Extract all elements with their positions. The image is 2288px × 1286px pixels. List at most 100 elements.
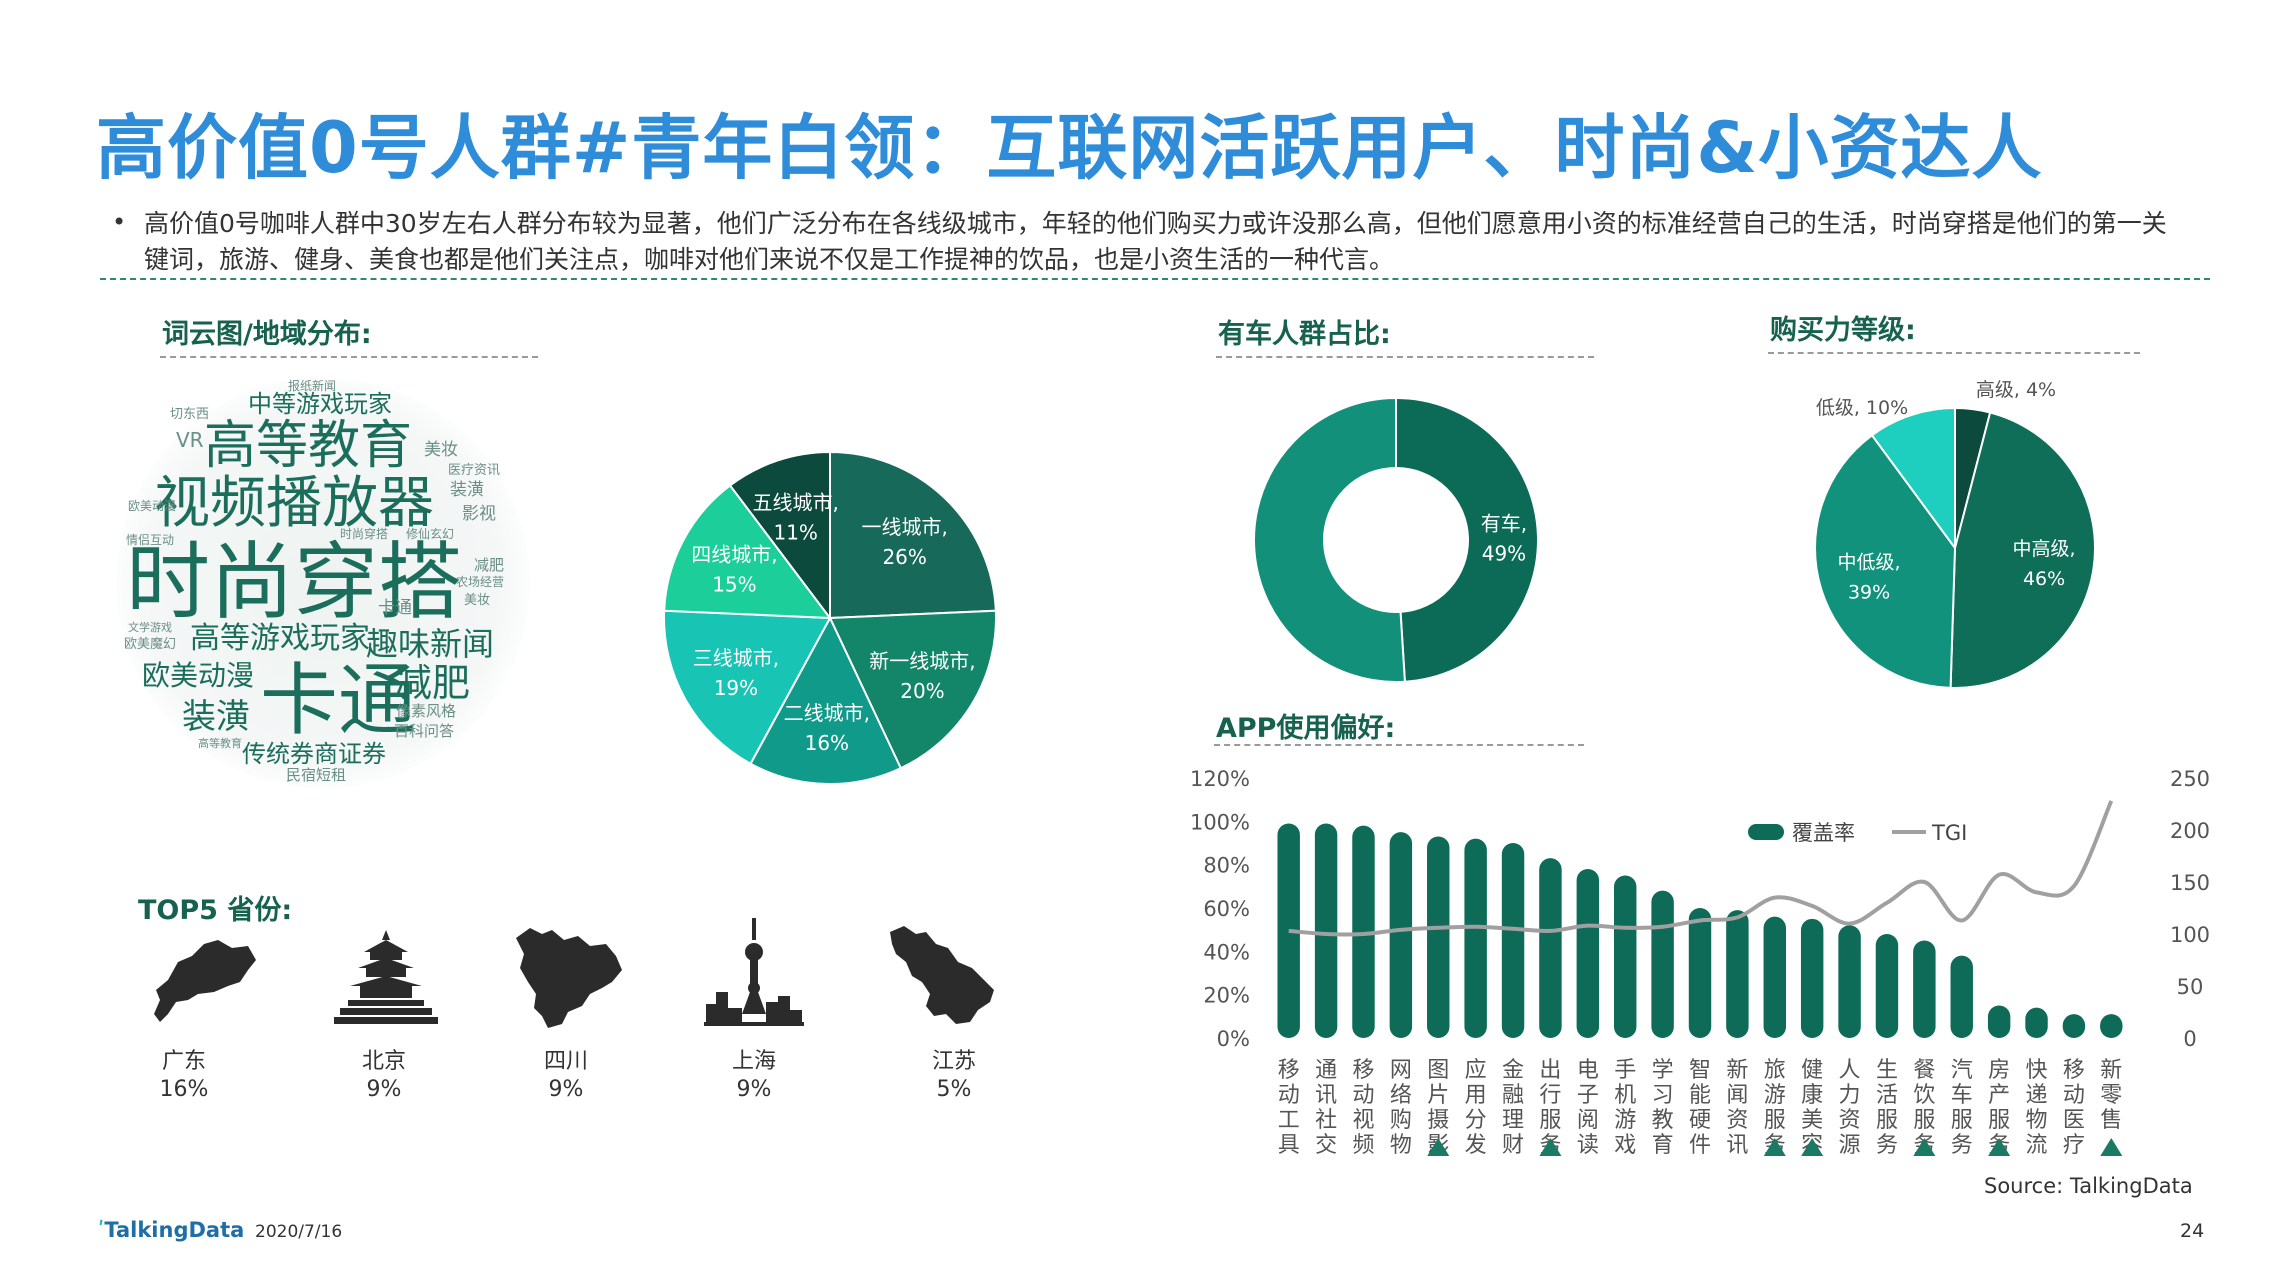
province-jiangsu: 江苏 5% (894, 1048, 1014, 1104)
x-tick-label: 生活服务 (1876, 1058, 1898, 1158)
logo-text: TalkingData (104, 1218, 245, 1242)
word-cloud-word: 像素风格 (396, 702, 457, 720)
highlight-triangle-icon (1913, 1138, 1936, 1156)
province-name: 上海 (731, 1049, 776, 1074)
section-app-underline (1214, 744, 1584, 746)
bar (1576, 869, 1600, 1038)
word-cloud-word: 医疗资讯 (448, 463, 501, 478)
x-tick-label: 学习教育 (1652, 1058, 1674, 1158)
legend-bar-label: 覆盖率 (1792, 821, 1855, 845)
province-beijing: 北京 9% (324, 1048, 444, 1104)
bar (1726, 910, 1749, 1038)
purchase-power-pie: 高级, 4% 中高级, 46% 中低级, 39% 低级, 10% (1814, 379, 2097, 689)
page-number: 24 (2180, 1220, 2205, 1242)
pie-label: 二线城市, (784, 701, 870, 725)
word-cloud-word: 美妆 (424, 440, 458, 460)
bar (1800, 918, 1824, 1038)
word-cloud-word: 高等教育 (198, 737, 242, 750)
y-left-tick-label: 40% (1203, 940, 1250, 964)
pie-value-label: 26% (882, 545, 926, 569)
y-right-tick-label: 100 (2170, 923, 2210, 947)
pie-slice (749, 615, 903, 785)
bar (1352, 825, 1375, 1038)
pie-label: 四线城市, (691, 543, 777, 567)
pie-slice (828, 609, 997, 770)
app-preference-chart: 0% 20% 40% 60% 80% 100% 120% 0 50 100 150 200 250 覆盖率… (1190, 767, 2210, 1158)
word-cloud-word: 传统券商证券 (242, 740, 386, 768)
word-cloud-word: 文学游戏 (128, 621, 172, 634)
x-tick-label: 智能硬件 (1689, 1058, 1711, 1158)
section-wordcloud-underline (160, 356, 538, 358)
guangdong-map-icon (154, 940, 256, 1022)
province-name: 广东 (161, 1049, 206, 1074)
bar (1763, 916, 1786, 1038)
province-name: 四川 (543, 1049, 588, 1074)
bar (1688, 908, 1712, 1038)
word-cloud-word: 减肥 (394, 661, 471, 705)
word-cloud-word: 欧美魔幻 (124, 637, 177, 652)
y-right-tick-label: 50 (2177, 975, 2204, 999)
y-left-tick-label: 80% (1203, 854, 1250, 878)
legend-bar-swatch (1748, 824, 1784, 840)
y-right-tick-label: 250 (2170, 767, 2210, 791)
x-tick-label: 移动视频 (1352, 1058, 1374, 1158)
word-cloud-word: 美妆 (464, 593, 491, 608)
x-tick-label: 新零售 (2100, 1058, 2122, 1133)
highlight-triangle-icon (1539, 1138, 1562, 1156)
bar (2062, 1014, 2086, 1038)
word-cloud-word: 中等游戏玩家 (248, 390, 392, 418)
highlight-triangle-icon (1427, 1138, 1450, 1156)
y-right-tick-label: 150 (2170, 871, 2210, 895)
word-cloud-word: 高等教育 (204, 416, 413, 476)
bar (1314, 823, 1338, 1038)
tgi-line (1288, 800, 2114, 937)
word-cloud-word: 情侣互动 (126, 533, 175, 547)
bar (1875, 934, 1899, 1038)
bar (1838, 925, 1861, 1038)
highlight-triangle-icon (2100, 1138, 2123, 1156)
pie-label: 低级, 10% (1816, 397, 1908, 419)
province-value: 9% (548, 1077, 584, 1102)
word-cloud-word: VR (176, 428, 204, 452)
logo-mark-icon: ʹ (98, 1218, 105, 1242)
page-title: 高价值0号人群#青年白领：互联网活跃用户、时尚&小资达人 (96, 107, 2043, 189)
pie-slice (728, 450, 831, 621)
car-ownership-donut-chart: 有车, 49% (1253, 396, 1540, 683)
word-cloud-word: 切东西 (170, 407, 210, 422)
bullet-dot-icon: • (112, 208, 127, 236)
pie-value-label: 20% (900, 679, 944, 703)
bar (1427, 836, 1450, 1038)
section-car-title: 有车人群占比: (1218, 319, 1391, 350)
bar (1539, 858, 1562, 1038)
bar (2100, 1014, 2123, 1038)
word-cloud-word: 影视 (462, 504, 496, 524)
y-left-tick-label: 20% (1203, 984, 1250, 1008)
pie-slice (1395, 396, 1540, 683)
province-value: 5% (936, 1077, 972, 1102)
word-cloud-word: 民宿短租 (286, 766, 347, 784)
pie-slice (1870, 406, 1956, 552)
bar (1913, 940, 1936, 1038)
city-tier-pie-chart: 一线城市, 26% 新一线城市, 20% 二线城市, 16% 三线城市, 19% 四线城市, 15… (663, 450, 997, 785)
pie-slice (829, 450, 997, 620)
word-cloud-word: 欧美动漫 (128, 499, 177, 513)
word-cloud-word: 趣味新闻 (366, 625, 495, 663)
summary-text: 高价值0号咖啡人群中30岁左右人群分布较为显著，他们广泛分布在各线级城市，年轻的… (108, 206, 2188, 278)
pie-label: 中低级, (1838, 552, 1901, 574)
summary-text-content: 高价值0号咖啡人群中30岁左右人群分布较为显著，他们广泛分布在各线级城市，年轻的… (144, 209, 2167, 274)
pie-slice (1814, 433, 1957, 689)
pie-label: 五线城市, (753, 491, 839, 515)
bar (1389, 832, 1413, 1038)
pie-value-label: 49% (1482, 542, 1526, 566)
x-tick-label: 移动工具 (1278, 1058, 1300, 1158)
pie-slice (663, 484, 833, 620)
temple-of-heaven-icon (334, 930, 438, 1024)
pie-label: 三线城市, (693, 646, 779, 670)
province-name: 江苏 (931, 1049, 976, 1074)
word-cloud-word: 高等游戏玩家 (190, 621, 370, 656)
bar (2025, 1007, 2048, 1038)
y-left-tick-label: 100% (1190, 810, 1250, 834)
x-tick-label: 快递物流 (2026, 1058, 2048, 1158)
bar (1651, 890, 1674, 1038)
car-ownership-donut: 有车, 49% (1253, 396, 1540, 683)
